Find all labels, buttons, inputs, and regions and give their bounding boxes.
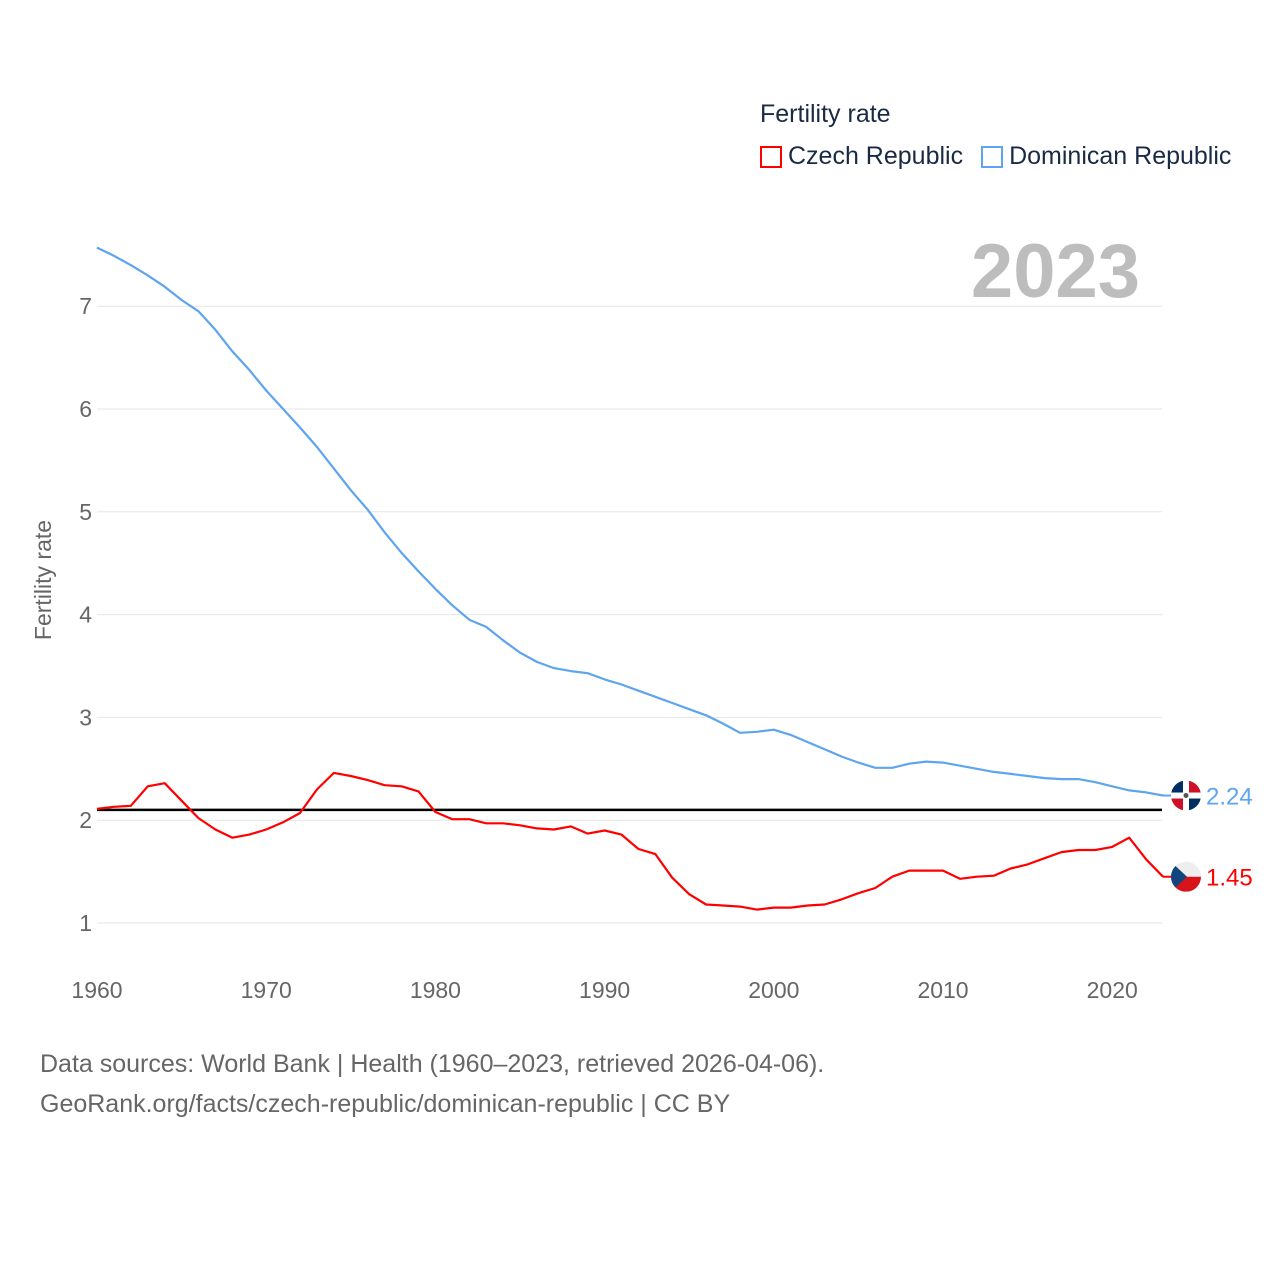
- footer: Data sources: World Bank | Health (1960–…: [40, 1044, 824, 1124]
- data-sources: Data sources: World Bank | Health (1960–…: [40, 1050, 825, 1078]
- legend-item-czech-republic[interactable]: Czech Republic: [760, 142, 963, 171]
- x-tick-label: 1990: [579, 977, 630, 1003]
- x-tick-label: 1960: [71, 977, 122, 1003]
- legend: Czech Republic Dominican Republic: [760, 142, 1231, 171]
- x-tick-label: 1980: [410, 977, 461, 1003]
- y-tick-label: 3: [79, 704, 92, 730]
- legend-swatch-dominican: [981, 145, 1004, 168]
- series-line-czech-republic: [96, 771, 1164, 911]
- legend-title: Fertility rate: [760, 100, 891, 128]
- series-line-dominican-republic: [96, 246, 1164, 797]
- source-link[interactable]: GeoRank.org/facts/czech-republic/dominic…: [40, 1090, 731, 1118]
- legend-label: Czech Republic: [788, 142, 964, 170]
- y-axis-label: Fertility rate: [30, 520, 56, 640]
- x-tick-label: 2020: [1087, 977, 1138, 1003]
- y-tick-label: 5: [79, 499, 92, 525]
- y-tick-label: 4: [79, 602, 92, 628]
- x-tick-label: 2010: [917, 977, 968, 1003]
- y-tick-label: 6: [79, 396, 92, 422]
- x-tick-label: 1970: [241, 977, 292, 1003]
- legend-label: Dominican Republic: [1009, 142, 1232, 170]
- legend-swatch-czech: [760, 145, 782, 168]
- czech-republic-flag-icon: [1171, 861, 1201, 892]
- dominican-republic-flag-icon: [1171, 780, 1201, 811]
- y-tick-label: 2: [79, 807, 92, 833]
- year-label: 2023: [970, 229, 1140, 314]
- end-value-label: 1.45: [1206, 865, 1253, 892]
- y-tick-label: 1: [79, 910, 92, 936]
- end-value-label: 2.24: [1206, 784, 1253, 811]
- legend-item-dominican-republic[interactable]: Dominican Republic: [981, 142, 1231, 171]
- x-tick-label: 2000: [748, 977, 799, 1003]
- y-tick-label: 7: [79, 293, 92, 319]
